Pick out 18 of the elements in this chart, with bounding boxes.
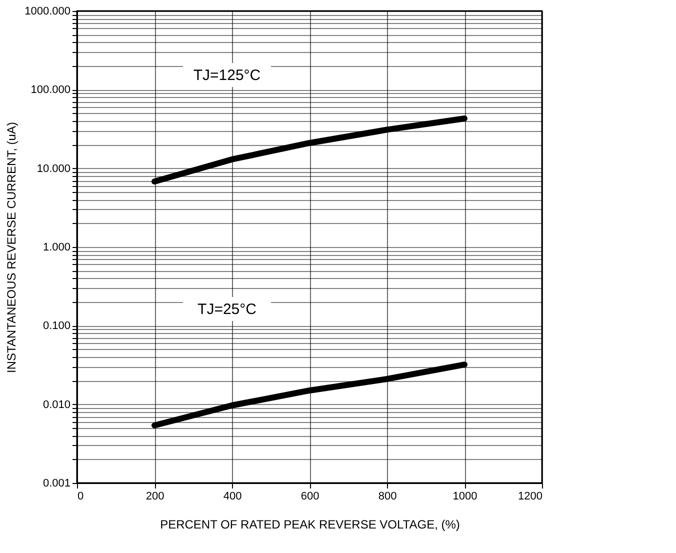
- x-tick-label: 400: [223, 490, 242, 502]
- x-tick-label: 600: [300, 490, 320, 502]
- y-axis-title: INSTANTANEOUS REVERSE CURRENT, (uA): [4, 122, 19, 373]
- y-tick-label: 1.000: [42, 242, 70, 254]
- y-tick-label: 0.010: [42, 398, 70, 411]
- x-tick-label: 200: [146, 490, 164, 502]
- x-tick-label: 800: [378, 490, 397, 502]
- y-tick-label: 1000.000: [24, 6, 70, 18]
- y-tick-label: 0.100: [42, 320, 70, 332]
- y-tick-label: 10.000: [36, 162, 70, 175]
- y-tick-label: 100.000: [30, 84, 70, 96]
- x-tick-label: 0: [78, 490, 84, 502]
- x-tick-label: 1000: [452, 490, 478, 502]
- annotation: TJ=25°C: [198, 301, 257, 318]
- y-tick-label: 0.001: [42, 478, 70, 490]
- annotation: TJ=125°C: [193, 67, 261, 84]
- x-axis-title: PERCENT OF RATED PEAK REVERSE VOLTAGE, (%): [160, 518, 460, 532]
- x-tick-label: 1200: [518, 490, 542, 502]
